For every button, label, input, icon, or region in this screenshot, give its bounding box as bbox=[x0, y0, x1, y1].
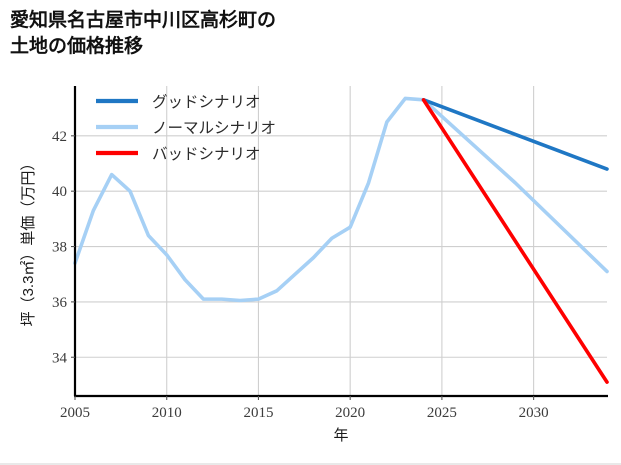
y-tick-label: 36 bbox=[52, 295, 68, 311]
y-tick-label: 42 bbox=[52, 129, 67, 145]
axis-lines-group bbox=[73, 86, 608, 398]
gridlines-group bbox=[74, 86, 607, 396]
y-axis-title: 坪（3.3㎡）単価（万円） bbox=[20, 156, 37, 327]
x-tick-label: 2025 bbox=[427, 405, 457, 421]
page-title: 愛知県名古屋市中川区高杉町の 土地の価格推移 bbox=[10, 10, 277, 57]
x-tick-label: 2015 bbox=[243, 405, 273, 421]
legend-label: ノーマルシナリオ bbox=[152, 120, 276, 137]
series-line-バッドシナリオ bbox=[421, 98, 609, 384]
x-tick-labels-group: 2005 2010 2015 2020 2025 2030 bbox=[60, 396, 549, 421]
legend-label: バッドシナリオ bbox=[152, 146, 261, 163]
x-tick-label: 2005 bbox=[60, 405, 90, 421]
y-tick-label: 38 bbox=[52, 240, 67, 256]
series-line-グッドシナリオ bbox=[421, 98, 609, 171]
legend-label: グッドシナリオ bbox=[152, 93, 261, 111]
x-tick-label: 2020 bbox=[335, 405, 365, 421]
y-tick-labels-group: 34 36 38 40 42 bbox=[52, 129, 75, 366]
series-group bbox=[73, 96, 609, 384]
x-tick-label: 2010 bbox=[152, 405, 182, 421]
x-axis-title: 年 bbox=[333, 427, 348, 444]
y-tick-label: 40 bbox=[52, 184, 67, 200]
y-tick-label: 34 bbox=[52, 350, 68, 366]
x-tick-label: 2030 bbox=[519, 405, 549, 421]
series-line-ノーマルシナリオ bbox=[73, 96, 609, 303]
